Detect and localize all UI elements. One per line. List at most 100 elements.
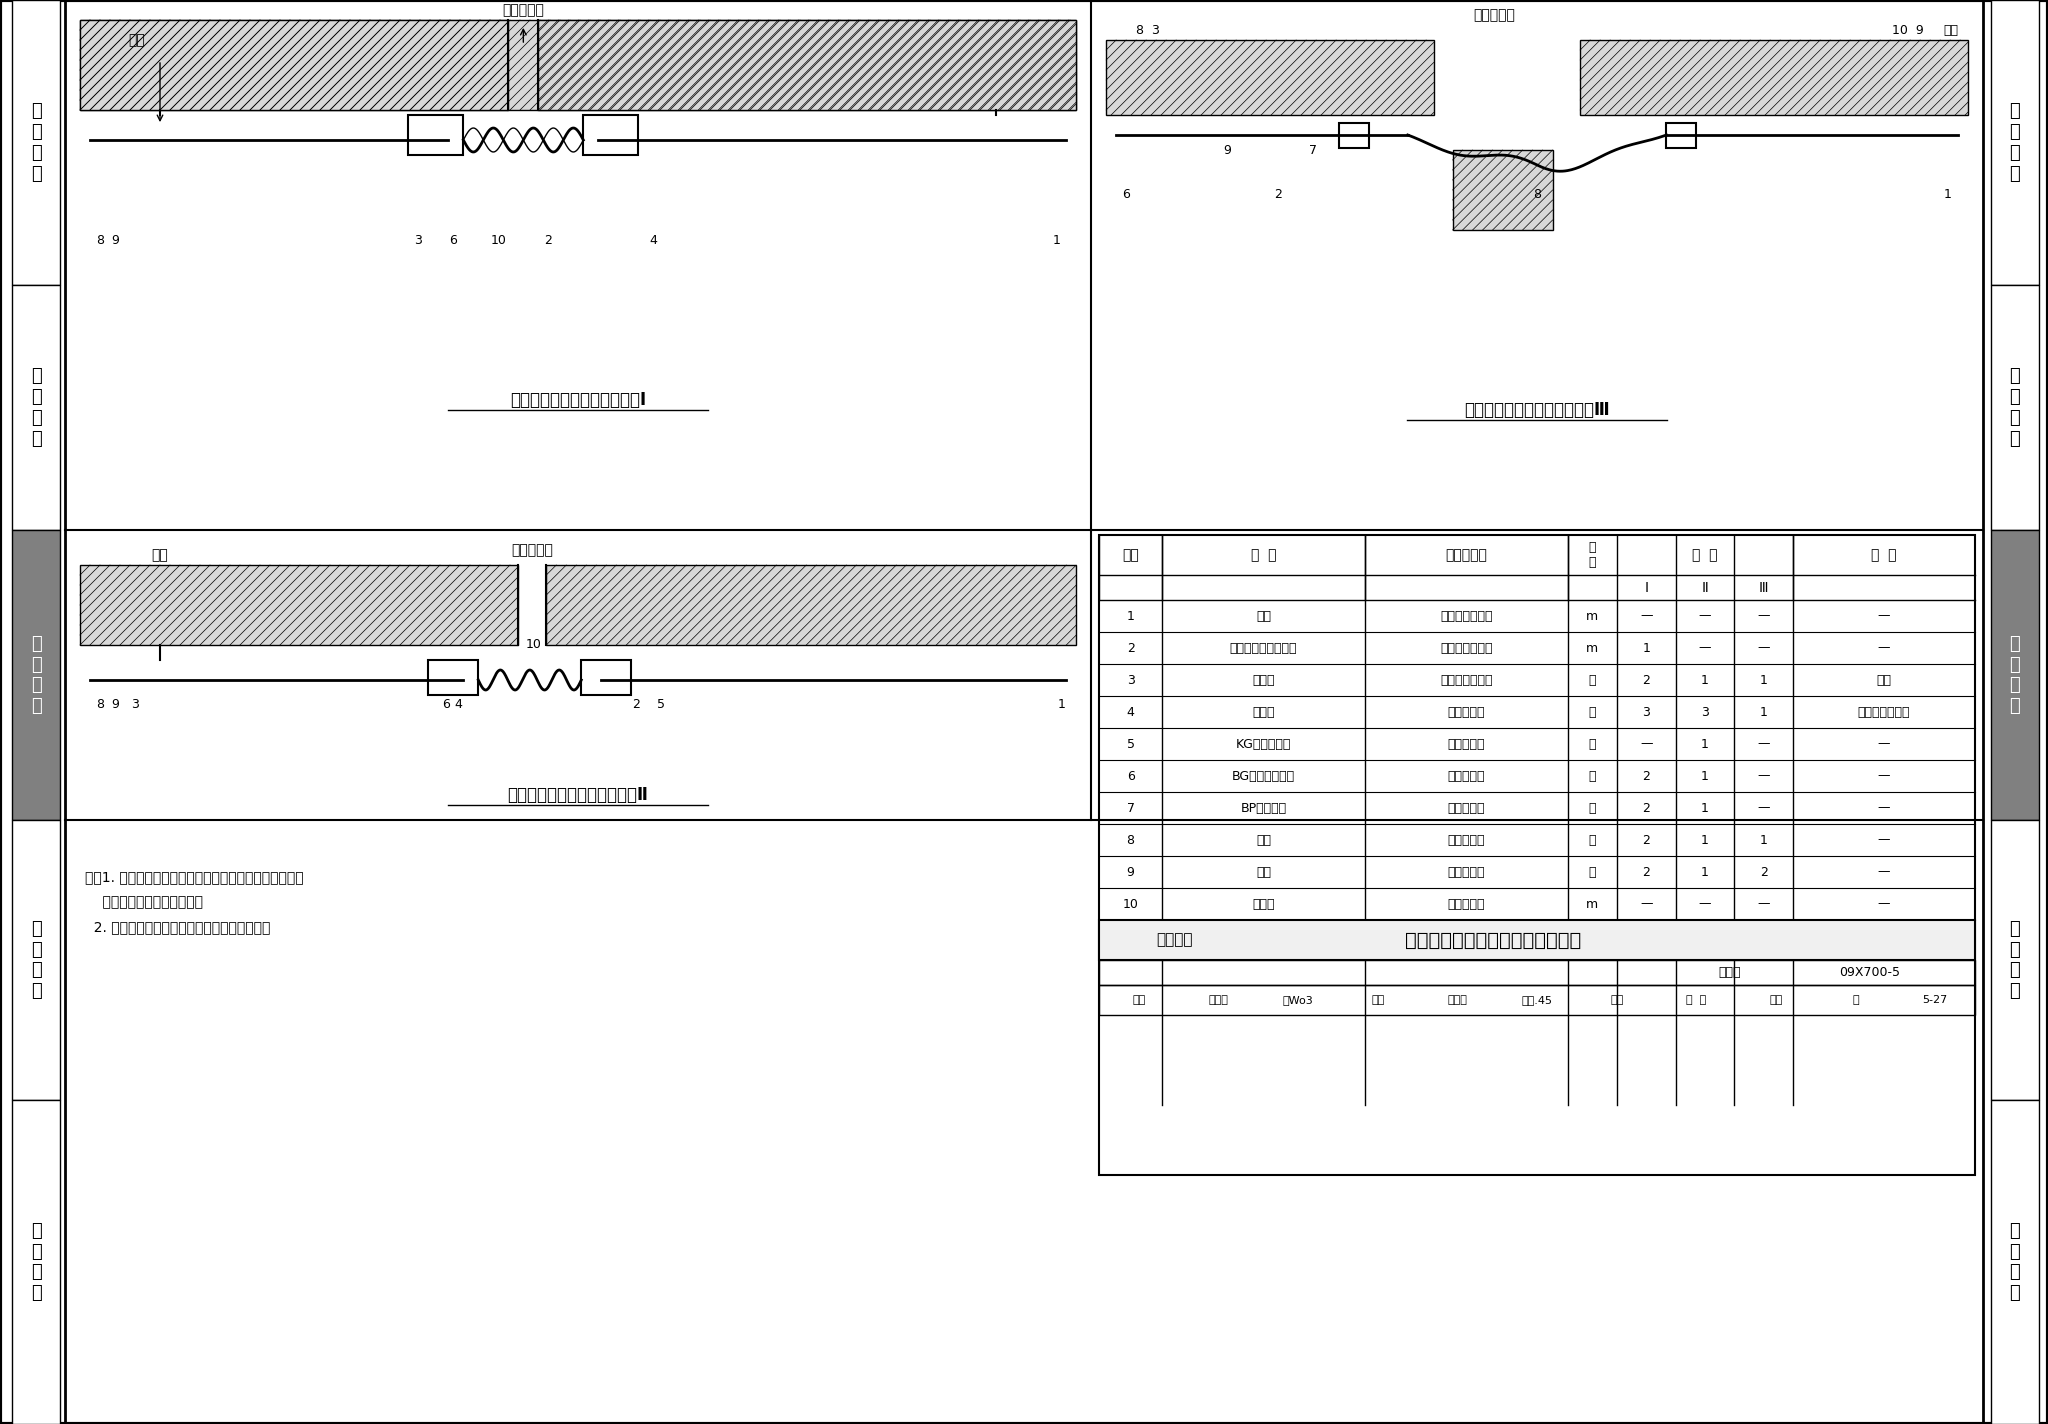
- Bar: [547, 565, 1075, 645]
- Bar: [408, 115, 463, 155]
- Text: 焊接: 焊接: [1944, 24, 1958, 37]
- Text: 页: 页: [1851, 995, 1860, 1005]
- Text: 机
房
工
程: 机 房 工 程: [31, 103, 41, 182]
- Text: 8  3: 8 3: [1137, 24, 1159, 37]
- Text: —: —: [1698, 641, 1712, 655]
- Text: 伸缩沉降缝: 伸缩沉降缝: [1473, 9, 1516, 21]
- Text: 用金属软管过伸缩沉降缝做法Ⅰ: 用金属软管过伸缩沉降缝做法Ⅰ: [510, 392, 645, 409]
- Text: Ⅱ: Ⅱ: [1702, 581, 1708, 594]
- Text: 3: 3: [1702, 705, 1708, 719]
- Text: 李兴能: 李兴能: [1448, 995, 1466, 1005]
- Bar: [1991, 1099, 2040, 1424]
- Text: 伸缩沉降缝: 伸缩沉降缝: [502, 3, 545, 17]
- Text: 钢管: 钢管: [1255, 609, 1272, 622]
- Text: 2: 2: [1642, 674, 1651, 686]
- Text: 4: 4: [455, 699, 463, 712]
- Text: 10  9: 10 9: [1892, 24, 1923, 37]
- Text: 接地线: 接地线: [1251, 897, 1274, 910]
- Bar: [12, 285, 59, 530]
- Text: —: —: [1878, 738, 1890, 750]
- Text: 2: 2: [545, 234, 553, 246]
- Text: 与管子配合: 与管子配合: [1448, 802, 1485, 815]
- Text: 个: 个: [1589, 769, 1595, 783]
- Text: 个: 个: [1589, 866, 1595, 879]
- Text: 个: 个: [1589, 674, 1595, 686]
- Bar: [12, 820, 59, 1099]
- Text: 注：1. 伸缩沉降缝装置使用的接线箱、盒规格应与钢管、: 注：1. 伸缩沉降缝装置使用的接线箱、盒规格应与钢管、: [86, 870, 303, 884]
- Text: 防
雷
接
地: 防 雷 接 地: [2009, 1222, 2021, 1302]
- Text: 佐六.45: 佐六.45: [1522, 995, 1552, 1005]
- Bar: [1106, 40, 1434, 115]
- Text: 1: 1: [1759, 833, 1767, 846]
- Text: 2: 2: [1642, 802, 1651, 815]
- Text: 2: 2: [1126, 641, 1135, 655]
- Text: 5-27: 5-27: [1923, 995, 1948, 1005]
- Text: 可挠金属电线保护管: 可挠金属电线保护管: [1229, 641, 1296, 655]
- Text: 8: 8: [96, 234, 104, 246]
- Text: 型号及规格: 型号及规格: [1446, 548, 1487, 562]
- Text: 8: 8: [1534, 188, 1540, 202]
- Text: 根母: 根母: [1255, 833, 1272, 846]
- Text: 9: 9: [1126, 866, 1135, 879]
- Bar: [12, 1099, 59, 1424]
- Text: 个: 个: [1589, 833, 1595, 846]
- Text: —: —: [1878, 866, 1890, 879]
- Text: —: —: [1878, 641, 1890, 655]
- Text: 由工程设计确定: 由工程设计确定: [1440, 609, 1493, 622]
- Text: —: —: [1878, 769, 1890, 783]
- Text: 1: 1: [1702, 738, 1708, 750]
- Text: 缆
线
敷
设: 缆 线 敷 设: [31, 635, 41, 715]
- Text: 1: 1: [1057, 699, 1065, 712]
- Text: —: —: [1640, 738, 1653, 750]
- Bar: [1991, 285, 2040, 530]
- Text: 供
电
电
源: 供 电 电 源: [2009, 367, 2021, 447]
- Bar: [1991, 530, 2040, 820]
- Text: 4: 4: [1126, 705, 1135, 719]
- Text: 与管子配合: 与管子配合: [1448, 833, 1485, 846]
- Bar: [1100, 960, 1974, 985]
- Text: 单
位: 单 位: [1589, 541, 1595, 570]
- Text: 5: 5: [657, 699, 666, 712]
- Text: 市售: 市售: [1876, 674, 1892, 686]
- Text: 按规定选用: 按规定选用: [1448, 897, 1485, 910]
- Text: 10: 10: [526, 638, 541, 652]
- Text: 1: 1: [1702, 833, 1708, 846]
- Text: 防
雷
接
地: 防 雷 接 地: [31, 1222, 41, 1302]
- Text: 1: 1: [1642, 641, 1651, 655]
- Text: 管线用金属软管过伸缩沉降缝做法: 管线用金属软管过伸缩沉降缝做法: [1405, 930, 1581, 950]
- Text: 1: 1: [1702, 674, 1708, 686]
- Text: —: —: [1878, 802, 1890, 815]
- Bar: [12, 530, 59, 820]
- Text: 与管子配合: 与管子配合: [1448, 866, 1485, 879]
- Text: 1: 1: [1053, 234, 1061, 246]
- Text: Ⅰ: Ⅰ: [1645, 581, 1649, 594]
- Text: —: —: [1757, 802, 1769, 815]
- Text: 2: 2: [1642, 833, 1651, 846]
- Text: 1: 1: [1944, 188, 1952, 202]
- Text: m: m: [1587, 897, 1597, 910]
- Bar: [428, 659, 479, 695]
- Bar: [1991, 0, 2040, 285]
- Bar: [1991, 820, 2040, 1099]
- Text: Ⅲ: Ⅲ: [1759, 581, 1769, 594]
- Text: 2: 2: [633, 699, 641, 712]
- Text: 3: 3: [131, 699, 139, 712]
- Text: 9: 9: [111, 699, 119, 712]
- Bar: [1667, 122, 1696, 148]
- Text: —: —: [1698, 609, 1712, 622]
- Text: 6: 6: [442, 699, 451, 712]
- Text: 图集号: 图集号: [1718, 965, 1741, 980]
- Text: 现场自制或市售: 现场自制或市售: [1858, 705, 1911, 719]
- Text: 张Wo3: 张Wo3: [1282, 995, 1313, 1005]
- Text: 3: 3: [414, 234, 422, 246]
- Text: 伸缩沉降缝: 伸缩沉降缝: [512, 543, 553, 557]
- Text: 个: 个: [1589, 738, 1595, 750]
- Text: 吊杆: 吊杆: [129, 33, 145, 47]
- Text: —: —: [1757, 641, 1769, 655]
- Bar: [80, 20, 508, 110]
- Text: 备  注: 备 注: [1872, 548, 1896, 562]
- Text: 1: 1: [1759, 705, 1767, 719]
- Text: 供
电
电
源: 供 电 电 源: [31, 367, 41, 447]
- Text: 09X700-5: 09X700-5: [1839, 965, 1901, 980]
- Text: 2: 2: [1642, 866, 1651, 879]
